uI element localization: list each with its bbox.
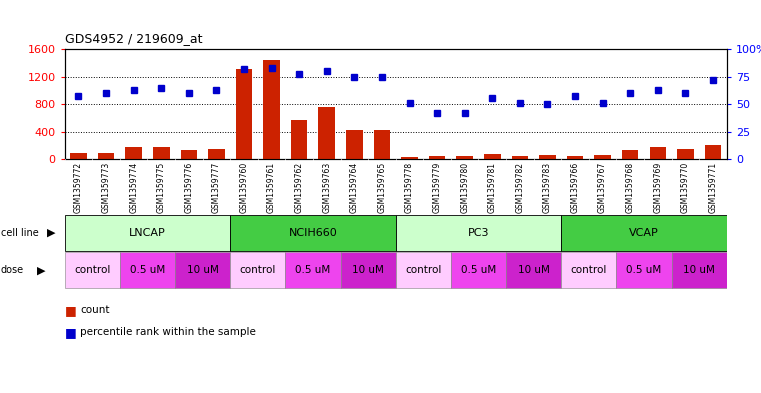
Bar bbox=[616, 252, 671, 288]
Bar bbox=[236, 69, 252, 159]
Text: ■: ■ bbox=[65, 304, 76, 317]
Bar bbox=[622, 149, 638, 159]
Bar bbox=[175, 252, 230, 288]
Text: GSM1359764: GSM1359764 bbox=[350, 162, 359, 213]
Bar bbox=[65, 252, 119, 288]
Bar bbox=[484, 154, 501, 159]
Text: 10 uM: 10 uM bbox=[683, 265, 715, 275]
Bar bbox=[340, 252, 396, 288]
Text: GSM1359781: GSM1359781 bbox=[488, 162, 497, 213]
Text: GSM1359761: GSM1359761 bbox=[267, 162, 276, 213]
Text: GSM1359766: GSM1359766 bbox=[571, 162, 580, 213]
Text: GSM1359762: GSM1359762 bbox=[295, 162, 304, 213]
Text: GSM1359765: GSM1359765 bbox=[377, 162, 387, 213]
Bar bbox=[396, 252, 451, 288]
Text: NCIH660: NCIH660 bbox=[288, 228, 337, 238]
Bar bbox=[705, 145, 721, 159]
Text: GSM1359776: GSM1359776 bbox=[184, 162, 193, 213]
Text: GSM1359774: GSM1359774 bbox=[129, 162, 139, 213]
Bar bbox=[539, 155, 556, 159]
Bar bbox=[401, 158, 418, 159]
Bar bbox=[65, 215, 230, 251]
Bar bbox=[180, 149, 197, 159]
Text: cell line: cell line bbox=[1, 228, 39, 238]
Bar bbox=[374, 130, 390, 159]
Bar bbox=[677, 149, 694, 159]
Bar bbox=[263, 60, 280, 159]
Text: GSM1359782: GSM1359782 bbox=[515, 162, 524, 213]
Bar bbox=[671, 252, 727, 288]
Bar bbox=[126, 147, 142, 159]
Text: GSM1359767: GSM1359767 bbox=[598, 162, 607, 213]
Bar bbox=[119, 252, 175, 288]
Bar bbox=[209, 149, 224, 159]
Bar bbox=[506, 252, 561, 288]
Bar bbox=[230, 252, 285, 288]
Text: control: control bbox=[405, 265, 441, 275]
Text: GSM1359777: GSM1359777 bbox=[212, 162, 221, 213]
Bar bbox=[285, 252, 341, 288]
Text: 0.5 uM: 0.5 uM bbox=[295, 265, 330, 275]
Text: 0.5 uM: 0.5 uM bbox=[130, 265, 165, 275]
Text: control: control bbox=[240, 265, 276, 275]
Text: GSM1359768: GSM1359768 bbox=[626, 162, 635, 213]
Bar bbox=[649, 147, 666, 159]
Bar bbox=[396, 215, 561, 251]
Text: GSM1359771: GSM1359771 bbox=[708, 162, 718, 213]
Bar bbox=[594, 155, 611, 159]
Text: ▶: ▶ bbox=[37, 265, 45, 275]
Text: GSM1359763: GSM1359763 bbox=[322, 162, 331, 213]
Text: VCAP: VCAP bbox=[629, 228, 659, 238]
Text: GSM1359783: GSM1359783 bbox=[543, 162, 552, 213]
Bar bbox=[457, 156, 473, 159]
Text: GSM1359772: GSM1359772 bbox=[74, 162, 83, 213]
Bar bbox=[346, 130, 362, 159]
Bar bbox=[230, 215, 396, 251]
Text: GSM1359760: GSM1359760 bbox=[240, 162, 249, 213]
Bar bbox=[561, 215, 727, 251]
Text: GSM1359770: GSM1359770 bbox=[681, 162, 690, 213]
Text: 10 uM: 10 uM bbox=[186, 265, 218, 275]
Bar bbox=[153, 147, 170, 159]
Bar bbox=[429, 156, 445, 159]
Bar bbox=[70, 153, 87, 159]
Text: ■: ■ bbox=[65, 325, 76, 339]
Text: percentile rank within the sample: percentile rank within the sample bbox=[80, 327, 256, 337]
Text: control: control bbox=[74, 265, 110, 275]
Text: 10 uM: 10 uM bbox=[517, 265, 549, 275]
Bar bbox=[318, 107, 335, 159]
Text: count: count bbox=[80, 305, 110, 316]
Text: GDS4952 / 219609_at: GDS4952 / 219609_at bbox=[65, 32, 202, 45]
Text: GSM1359779: GSM1359779 bbox=[432, 162, 441, 213]
Bar bbox=[567, 156, 584, 159]
Text: LNCAP: LNCAP bbox=[129, 228, 166, 238]
Text: GSM1359773: GSM1359773 bbox=[101, 162, 110, 213]
Text: GSM1359769: GSM1359769 bbox=[653, 162, 662, 213]
Bar bbox=[561, 252, 616, 288]
Text: GSM1359778: GSM1359778 bbox=[405, 162, 414, 213]
Text: PC3: PC3 bbox=[468, 228, 489, 238]
Text: control: control bbox=[571, 265, 607, 275]
Text: 0.5 uM: 0.5 uM bbox=[626, 265, 661, 275]
Text: 10 uM: 10 uM bbox=[352, 265, 384, 275]
Text: 0.5 uM: 0.5 uM bbox=[461, 265, 496, 275]
Bar bbox=[451, 252, 506, 288]
Text: ▶: ▶ bbox=[47, 228, 56, 238]
Bar bbox=[291, 120, 307, 159]
Text: dose: dose bbox=[1, 265, 24, 275]
Text: GSM1359780: GSM1359780 bbox=[460, 162, 470, 213]
Bar bbox=[511, 156, 528, 159]
Bar bbox=[97, 153, 114, 159]
Text: GSM1359775: GSM1359775 bbox=[157, 162, 166, 213]
